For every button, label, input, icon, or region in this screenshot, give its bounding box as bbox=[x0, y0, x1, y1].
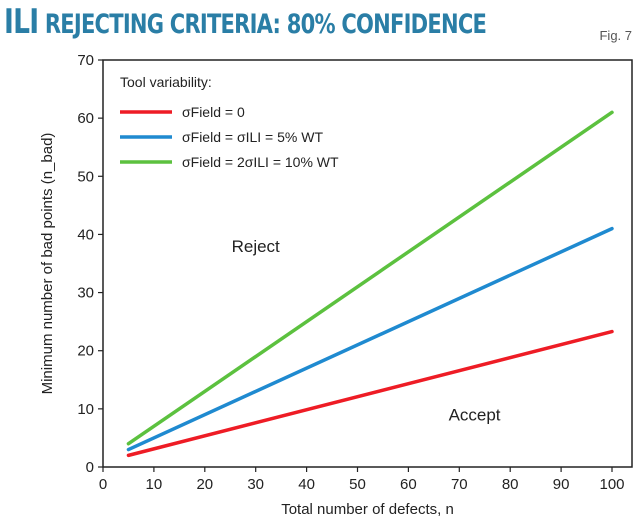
y-axis-label: Minimum number of bad points (n_bad) bbox=[39, 133, 56, 395]
title-prefix: ILI bbox=[4, 2, 39, 42]
x-tick-label: 90 bbox=[553, 476, 570, 493]
y-tick-label: 70 bbox=[77, 52, 94, 69]
x-tick-label: 0 bbox=[99, 476, 107, 493]
x-tick-label: 50 bbox=[349, 476, 366, 493]
annotation-accept: Accept bbox=[449, 405, 501, 424]
x-tick-label: 30 bbox=[247, 476, 264, 493]
title-rest: REJECTING CRITERIA: 80% CONFIDENCE bbox=[44, 9, 487, 40]
series-line-0 bbox=[126, 329, 614, 458]
chart-title: ILI REJECTING CRITERIA: 80% CONFIDENCE bbox=[4, 2, 487, 42]
legend-label-0: σField = 0 bbox=[182, 104, 245, 120]
series-line-1 bbox=[126, 226, 614, 452]
x-tick-label: 100 bbox=[599, 476, 624, 493]
plot-frame bbox=[102, 59, 633, 468]
y-tick-label: 40 bbox=[77, 226, 94, 243]
y-tick-label: 10 bbox=[77, 401, 94, 418]
x-tick-label: 80 bbox=[502, 476, 519, 493]
y-tick-label: 50 bbox=[77, 168, 94, 185]
y-tick-label: 30 bbox=[77, 285, 94, 302]
legend-label-1: σField = σILI = 5% WT bbox=[182, 129, 323, 145]
y-tick-label: 0 bbox=[86, 459, 94, 476]
x-tick-label: 10 bbox=[146, 476, 163, 493]
y-tick-label: 20 bbox=[77, 343, 94, 360]
series-line-2 bbox=[126, 110, 614, 446]
legend-label-2: σField = 2σILI = 10% WT bbox=[182, 154, 339, 170]
x-tick-label: 40 bbox=[298, 476, 315, 493]
x-tick-label: 20 bbox=[196, 476, 213, 493]
figure-label: Fig. 7 bbox=[599, 28, 632, 43]
x-axis-label: Total number of defects, n bbox=[281, 501, 454, 518]
y-tick-label: 60 bbox=[77, 110, 94, 127]
legend-title: Tool variability: bbox=[120, 74, 212, 90]
x-tick-label: 70 bbox=[451, 476, 468, 493]
annotation-reject: Reject bbox=[232, 237, 280, 256]
x-tick-label: 60 bbox=[400, 476, 417, 493]
